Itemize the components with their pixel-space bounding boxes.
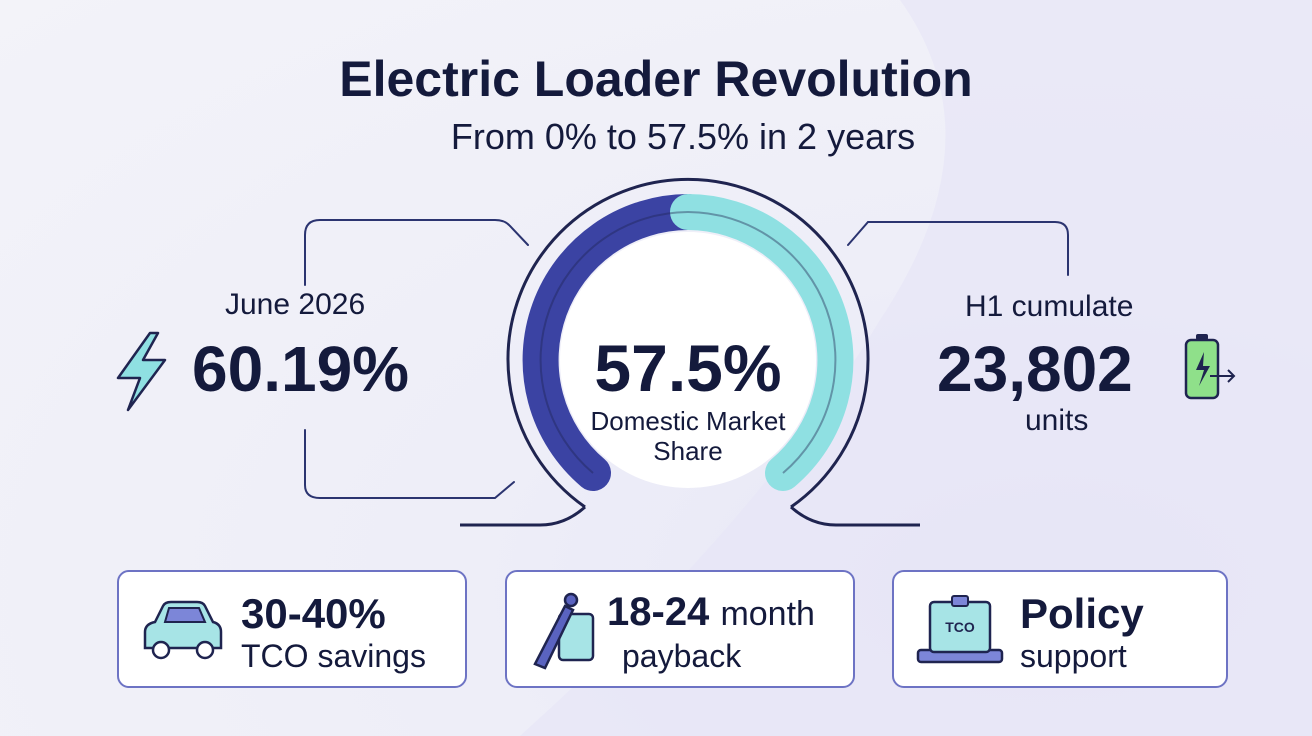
gauge-face	[560, 232, 816, 488]
card-value: 30-40%	[241, 590, 386, 637]
background-shape	[520, 0, 1312, 736]
pen-icon	[533, 592, 595, 670]
card: 18-24 month payback	[505, 570, 855, 688]
bracket	[304, 219, 529, 286]
bracket	[847, 221, 1069, 276]
subtitle: From 0% to 57.5% in 2 years	[450, 116, 916, 157]
card-value-line: 18-24 month	[607, 590, 815, 635]
stat-label: June 2026	[225, 288, 366, 321]
card: 30-40% TCO savings	[117, 570, 467, 688]
car-icon	[143, 600, 223, 660]
clipboard-icon: TCO	[916, 595, 1004, 664]
gauge-value: 57.5%	[594, 331, 782, 405]
gauge-ring	[506, 177, 870, 509]
stat-value: 60.19%	[192, 333, 410, 405]
lightning-icon	[116, 331, 167, 412]
stat-unit: units	[1025, 404, 1089, 437]
bracket	[304, 429, 515, 499]
card-value: 18-24	[607, 590, 710, 634]
title: Electric Loader Revolution	[339, 51, 973, 107]
gauge-label: Domestic Market Share	[590, 406, 786, 466]
battery-icon	[1184, 334, 1236, 400]
stat-label: H1 cumulate	[965, 290, 1134, 323]
gauge-outline	[539, 210, 837, 474]
card-text: support	[1020, 638, 1127, 674]
card: TCO Policy support	[892, 570, 1228, 688]
stat-value: 23,802	[937, 333, 1133, 405]
card-text: payback	[622, 638, 742, 674]
card-unit: month	[720, 595, 815, 633]
gauge-arc	[522, 194, 706, 491]
card-value: Policy	[1020, 590, 1144, 637]
gauge-base	[460, 505, 920, 527]
icon-label: TCO	[945, 619, 975, 635]
card-text: TCO savings	[241, 638, 426, 674]
gauge-arc	[670, 194, 854, 491]
